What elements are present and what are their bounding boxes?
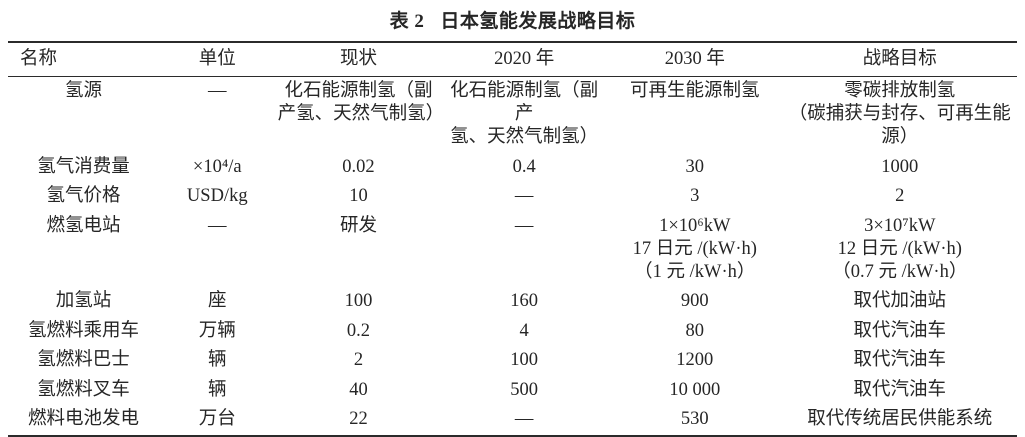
- table-header-row: 名称 单位 现状 2020 年 2030 年战略目标: [8, 42, 1017, 77]
- cell-name: 氢气消费量: [37, 156, 130, 177]
- cell-goal: 零碳排放制氢 （碳捕获与封存、可再生能源）: [788, 81, 1011, 147]
- cell-y2030: 10 000: [669, 379, 721, 400]
- cell-current: 10: [349, 186, 368, 206]
- table-row: 氢燃料乘用车 万辆 0.2 4 80 取代汽油车: [8, 317, 1017, 347]
- cell-name: 燃料电池发电: [27, 409, 139, 429]
- cell-unit: 辆: [208, 379, 227, 400]
- table-title-text: 日本氢能发展战略目标: [440, 11, 636, 32]
- cell-y2030: 1200: [676, 350, 714, 370]
- cell-y2020: 500: [510, 379, 539, 400]
- column-header-name: 名称: [8, 42, 159, 77]
- cell-y2030: 可再生能源制氢: [630, 81, 760, 101]
- cell-y2030: 3: [690, 186, 700, 206]
- cell-unit: 万台: [198, 409, 236, 429]
- table-row: 氢燃料巴士 辆 2 100 1200 取代汽油车: [8, 346, 1017, 376]
- cell-current: 22: [349, 409, 368, 429]
- column-header-unit: 单位: [158, 42, 276, 77]
- table-head: 名称 单位 现状 2020 年 2030 年战略目标: [8, 42, 1017, 77]
- cell-goal: 取代传统居民供能系统: [807, 409, 993, 429]
- cell-unit: 座: [208, 291, 227, 311]
- cell-goal: 3×10⁷kW 12 日元 /(kW·h) （0.7 元 /kW·h）: [832, 215, 968, 282]
- cell-y2020: 4: [519, 320, 529, 341]
- cell-goal: 取代加油站: [853, 291, 947, 311]
- table-row: 燃氢电站 — 研发 — 1×10⁶kW 17 日元 /(kW·h) （1 元 /kW·h…: [8, 212, 1017, 288]
- cell-y2020: —: [514, 186, 534, 206]
- strategy-table: 名称 单位 现状 2020 年 2030 年战略目标 氢源 — 化石能源制氢（副 产氢、天然…: [8, 41, 1017, 437]
- table-row: 氢气价格 USD/kg 10 — 3 2: [8, 182, 1017, 212]
- cell-y2020: —: [514, 409, 534, 429]
- column-header-goal: 战略目标: [782, 42, 1017, 77]
- cell-goal: 2: [895, 186, 905, 206]
- table-row: 氢源 — 化石能源制氢（副 产氢、天然气制氢） 化石能源制氢（副产 氢、天然气制氢） 可…: [8, 77, 1017, 153]
- column-header-current: 现状: [275, 42, 442, 77]
- column-header-y2030: 2030 年: [607, 42, 783, 77]
- cell-y2020: 160: [510, 291, 539, 311]
- table-title: 表 2 日本氢能发展战略目标: [8, 11, 1017, 33]
- cell-current: 化石能源制氢（副 产氢、天然气制氢）: [277, 81, 442, 124]
- cell-unit: —: [208, 81, 227, 101]
- cell-unit: —: [208, 215, 227, 236]
- table-row: 氢气消费量 ×10⁴/a 0.02 0.4 30 1000: [8, 153, 1017, 183]
- cell-name: 氢燃料叉车: [37, 379, 130, 400]
- cell-current: 0.2: [346, 320, 371, 341]
- cell-y2020: 0.4: [512, 156, 536, 177]
- table-row: 加氢站 座 100 160 900 取代加油站: [8, 287, 1017, 317]
- cell-current: 2: [353, 350, 364, 370]
- cell-goal: 1000: [881, 156, 919, 177]
- cell-y2030: 530: [680, 409, 709, 429]
- cell-y2020: 100: [510, 350, 539, 370]
- cell-name: 燃氢电站: [46, 215, 121, 236]
- cell-name: 加氢站: [55, 291, 112, 311]
- cell-current: 研发: [339, 215, 377, 236]
- cell-y2030: 1×10⁶kW 17 日元 /(kW·h) （1 元 /kW·h）: [632, 215, 757, 282]
- cell-goal: 取代汽油车: [853, 350, 947, 370]
- table-body: 氢源 — 化石能源制氢（副 产氢、天然气制氢） 化石能源制氢（副产 氢、天然气制氢） 可…: [8, 77, 1017, 436]
- cell-y2020: —: [514, 215, 534, 236]
- column-header-y2020: 2020 年: [441, 42, 608, 77]
- table-number-label: 表 2: [389, 11, 425, 32]
- cell-unit: ×10⁴/a: [192, 156, 242, 177]
- table-row: 氢燃料叉车 辆 40 500 10 000 取代汽油车: [8, 376, 1017, 406]
- cell-unit: 辆: [208, 350, 227, 370]
- cell-name: 氢燃料乘用车: [27, 320, 139, 341]
- cell-goal: 取代汽油车: [853, 379, 947, 400]
- cell-current: 100: [344, 291, 373, 311]
- table-row: 燃料电池发电 万台 22 — 530 取代传统居民供能系统: [8, 405, 1017, 436]
- cell-goal: 取代汽油车: [853, 320, 947, 341]
- cell-current: 0.02: [342, 156, 375, 177]
- cell-current: 40: [349, 379, 368, 400]
- cell-y2020: 化石能源制氢（副产 氢、天然气制氢）: [450, 81, 599, 147]
- cell-unit: 万辆: [198, 320, 236, 341]
- cell-name: 氢气价格: [46, 186, 121, 206]
- cell-y2030: 80: [685, 320, 705, 341]
- cell-name: 氢源: [64, 81, 102, 101]
- cell-name: 氢燃料巴士: [37, 350, 130, 370]
- cell-y2030: 30: [685, 156, 705, 177]
- cell-unit: USD/kg: [186, 186, 248, 206]
- cell-y2030: 900: [680, 291, 709, 311]
